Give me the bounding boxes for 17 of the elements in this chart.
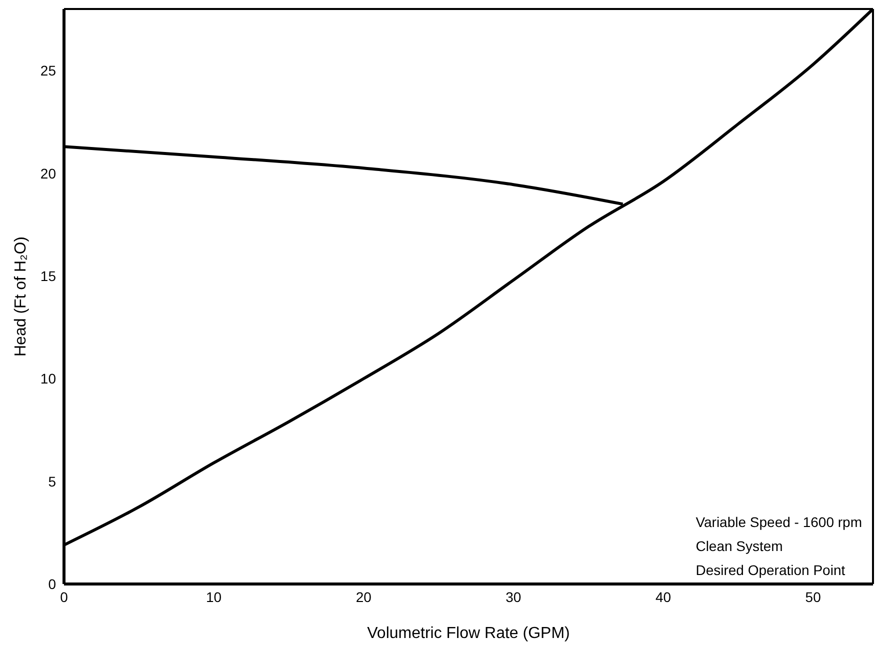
y-tick-label: 15: [40, 268, 56, 284]
annotation: Variable Speed - 1600 rpm: [696, 513, 862, 532]
y-tick-label: 10: [40, 370, 56, 387]
annotation: Desired Operation Point: [696, 561, 846, 580]
x-axis-title: Volumetric Flow Rate (GPM): [367, 625, 570, 642]
x-tick-label: 20: [356, 588, 372, 605]
x-tick-label: 0: [60, 588, 68, 605]
y-axis-title: Head (Ft of H₂O): [12, 236, 30, 357]
x-tick-label: 30: [506, 588, 522, 605]
annotation: Clean System: [696, 537, 784, 556]
y-tick-label: 5: [48, 473, 56, 490]
x-tick-label: 10: [206, 588, 222, 605]
y-tick-label: 0: [48, 576, 56, 592]
x-tick-label: 40: [655, 588, 672, 605]
x-tick-label: 50: [805, 588, 822, 605]
y-tick-label: 25: [40, 62, 56, 79]
y-tick-label: 20: [40, 165, 56, 182]
